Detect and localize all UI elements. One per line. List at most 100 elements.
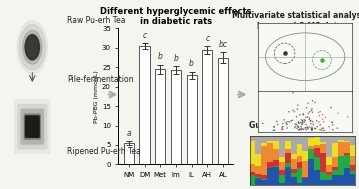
Point [275,123,280,126]
Bar [297,136,303,144]
Point [314,125,320,128]
Point [302,119,308,122]
Circle shape [19,25,45,70]
Point [323,116,328,119]
Point [335,127,340,130]
Point [279,128,285,131]
Point [302,121,307,124]
Point [308,122,314,125]
Bar [297,156,303,162]
Point [312,127,318,130]
Point [303,126,309,129]
Point [330,128,336,131]
Point [292,122,298,125]
Point [260,122,266,125]
Text: Raw Pu-erh Tea: Raw Pu-erh Tea [67,16,125,25]
Point [281,118,287,121]
Bar [255,154,261,166]
Bar [338,156,344,175]
Point [296,129,302,132]
Point [292,110,297,113]
Point [345,115,350,118]
Point [284,122,289,125]
Point [316,111,322,114]
Point [297,128,303,131]
Point [299,128,304,131]
Point [329,121,335,124]
Point [294,115,299,118]
Point [296,126,302,129]
Bar [320,180,326,185]
Bar [285,149,291,153]
Point [271,125,277,128]
Point [280,125,286,128]
Point [304,106,309,109]
Bar [338,140,344,143]
Bar [350,145,355,156]
Point [302,126,308,129]
Point [294,123,299,126]
Point [272,129,278,132]
Text: c: c [205,34,209,43]
Bar [314,137,320,145]
Bar [297,168,303,183]
Bar [350,165,355,171]
Bar [285,136,291,141]
Point [310,120,316,123]
Point [280,122,286,125]
Bar [279,157,285,162]
Point [301,118,307,121]
Bar [302,151,308,161]
Bar [332,175,338,185]
Point [298,121,304,124]
Point [330,123,335,126]
Text: Gut microbiota analysis: Gut microbiota analysis [248,121,351,130]
Circle shape [23,30,42,64]
Bar [338,136,344,140]
Bar [314,170,320,185]
Bar [332,157,338,167]
Bar [255,174,261,177]
Bar [302,177,308,178]
Point [270,129,276,132]
Bar [261,146,267,175]
Point [309,99,315,102]
Point [295,120,301,123]
Bar [267,168,273,185]
Bar [326,165,332,172]
FancyBboxPatch shape [20,109,44,145]
Point [309,127,315,130]
Point [305,102,311,105]
Point [293,125,299,128]
Text: c: c [143,31,146,40]
Point [328,106,334,109]
Point [284,123,290,126]
Bar [314,157,320,170]
Point [305,127,311,130]
Bar [279,162,285,170]
Point [286,110,292,113]
Point [299,119,304,122]
FancyArrowPatch shape [238,92,244,97]
Point [304,115,310,118]
Bar [291,154,297,159]
Bar [344,142,350,153]
Bar [261,180,267,185]
Bar [326,172,332,175]
Point [295,104,301,107]
Y-axis label: Pb-PBG (mmol/L): Pb-PBG (mmol/L) [94,70,99,123]
Point [314,119,320,122]
Point [308,127,314,130]
Point [307,110,313,113]
Bar [314,136,320,137]
Point [300,121,306,124]
Point [298,127,304,130]
Point [307,125,313,129]
Point [309,107,315,110]
Point [319,129,325,132]
Point [307,116,312,119]
Point [300,128,306,131]
Bar [279,136,285,157]
Text: b: b [173,54,178,63]
Bar [250,141,255,164]
